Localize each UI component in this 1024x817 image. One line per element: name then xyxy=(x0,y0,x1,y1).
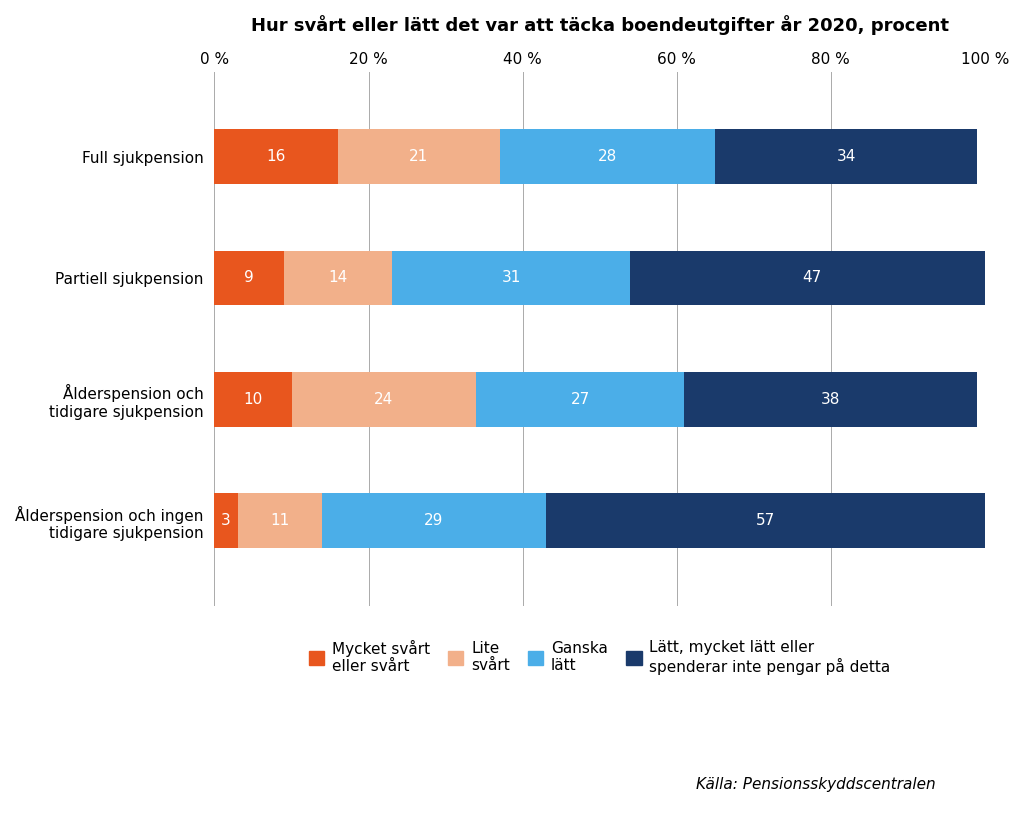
Title: Hur svårt eller lätt det var att täcka boendeutgifter år 2020, procent: Hur svårt eller lätt det var att täcka b… xyxy=(251,15,948,35)
Text: 34: 34 xyxy=(837,150,856,164)
Legend: Mycket svårt
eller svårt, Lite
svårt, Ganska
lätt, Lätt, mycket lätt eller
spend: Mycket svårt eller svårt, Lite svårt, Ga… xyxy=(309,640,891,675)
Text: 29: 29 xyxy=(424,513,443,528)
Text: 31: 31 xyxy=(502,270,521,285)
Text: 10: 10 xyxy=(244,392,262,407)
Bar xyxy=(292,372,476,426)
Text: 47: 47 xyxy=(802,270,821,285)
Text: 24: 24 xyxy=(375,392,393,407)
Bar xyxy=(214,372,292,426)
Bar xyxy=(214,129,338,184)
Text: 21: 21 xyxy=(409,150,428,164)
Text: 28: 28 xyxy=(598,150,617,164)
Text: 27: 27 xyxy=(570,392,590,407)
Text: 57: 57 xyxy=(756,513,775,528)
Text: Källa: Pensionsskyddscentralen: Källa: Pensionsskyddscentralen xyxy=(696,778,936,792)
Text: 3: 3 xyxy=(221,513,231,528)
Text: 16: 16 xyxy=(266,150,286,164)
Bar xyxy=(214,493,238,548)
Text: 14: 14 xyxy=(328,270,347,285)
Bar xyxy=(476,372,684,426)
Bar xyxy=(546,493,985,548)
Bar xyxy=(214,251,284,306)
Bar xyxy=(500,129,715,184)
Bar xyxy=(284,251,391,306)
Text: 38: 38 xyxy=(821,392,841,407)
Bar xyxy=(323,493,546,548)
Bar xyxy=(715,129,977,184)
Bar xyxy=(391,251,631,306)
Bar xyxy=(631,251,992,306)
Bar xyxy=(684,372,977,426)
Text: 11: 11 xyxy=(270,513,290,528)
Bar xyxy=(238,493,323,548)
Bar xyxy=(338,129,500,184)
Text: 9: 9 xyxy=(245,270,254,285)
